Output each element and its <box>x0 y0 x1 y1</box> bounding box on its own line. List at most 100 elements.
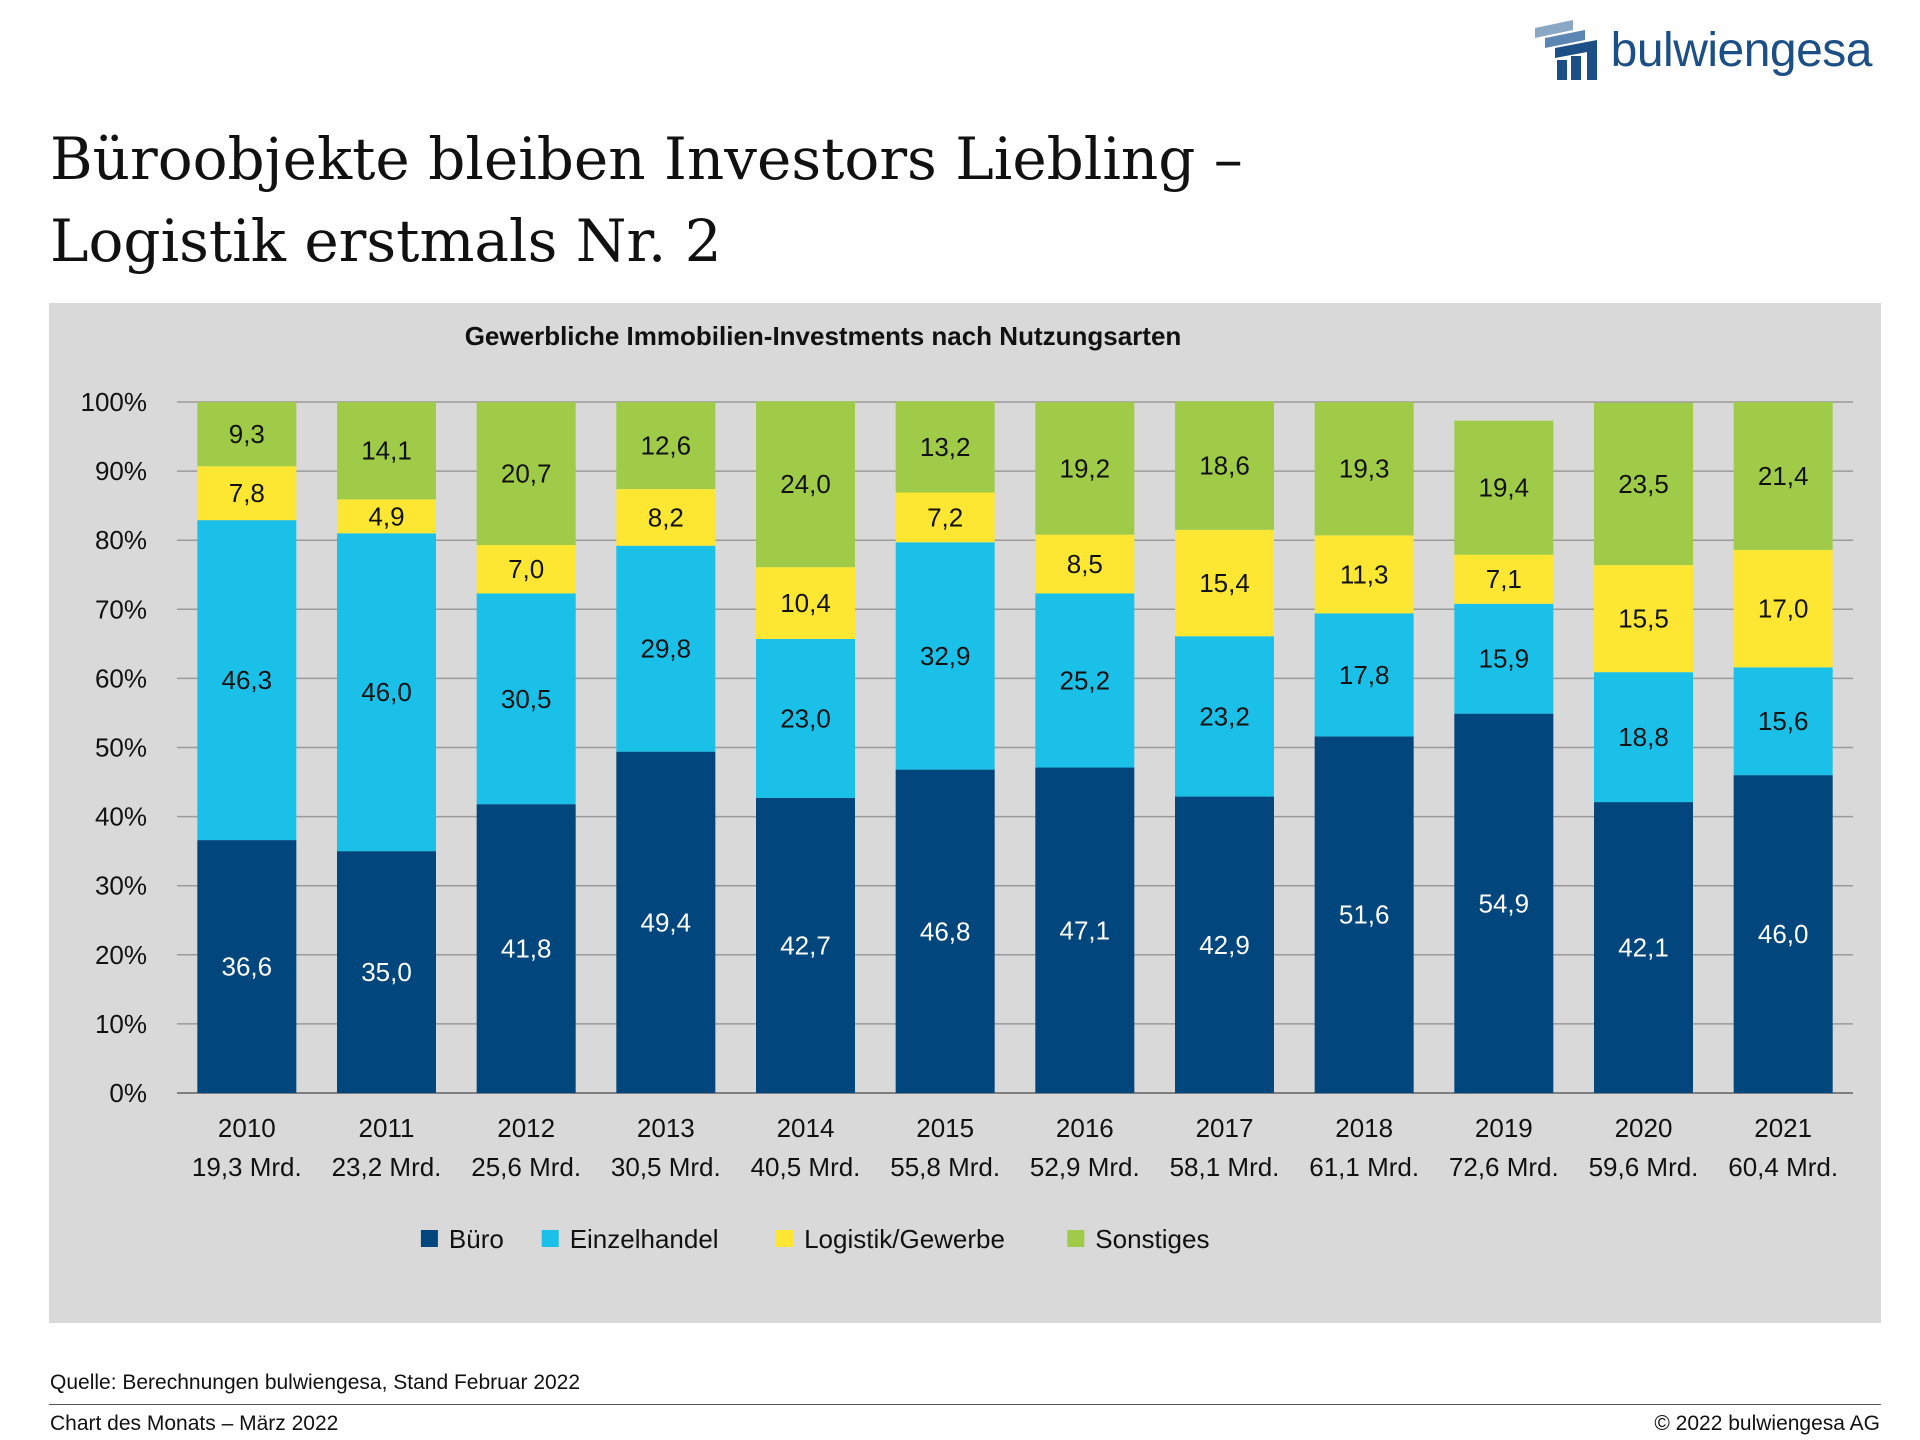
data-label: 15,5 <box>1618 604 1669 634</box>
y-tick-label: 60% <box>95 663 147 693</box>
data-label: 13,2 <box>920 432 971 462</box>
y-tick-label: 70% <box>95 594 147 624</box>
bar-segment <box>895 542 995 770</box>
x-tick-label: 2012 <box>497 1113 555 1143</box>
data-label: 15,6 <box>1758 706 1809 736</box>
footer-left: Chart des Monats – März 2022 <box>50 1412 339 1435</box>
data-label: 32,9 <box>920 641 971 671</box>
bar-segment <box>1035 534 1135 594</box>
bar-segment <box>1314 402 1414 536</box>
bar-segment <box>616 751 716 1093</box>
legend-swatch <box>420 1230 438 1247</box>
data-label: 17,8 <box>1339 660 1390 690</box>
x-tick-label: 2019 <box>1475 1113 1533 1143</box>
y-tick-label: 40% <box>95 802 147 832</box>
bar-segment <box>476 804 576 1093</box>
x-tick-label: 2016 <box>1056 1113 1114 1143</box>
bar-segment <box>1035 767 1135 1093</box>
x-tick-sublabel: 25,6 Mrd. <box>471 1152 581 1182</box>
data-label: 15,9 <box>1479 644 1530 674</box>
data-label: 23,5 <box>1618 469 1669 499</box>
bar-segment <box>197 520 297 841</box>
data-label: 42,1 <box>1618 933 1669 963</box>
data-label: 7,8 <box>229 478 265 508</box>
legend-swatch <box>541 1230 559 1247</box>
bar-segment <box>1594 802 1693 1093</box>
bar-segment <box>1594 672 1693 803</box>
bar-segment <box>337 851 436 1093</box>
brand-logo: bulwiengesa <box>1533 18 1873 82</box>
y-tick-label: 10% <box>95 1009 147 1039</box>
data-label: 17,0 <box>1758 594 1809 624</box>
chart-title: Gewerbliche Immobilien-Investments nach … <box>465 321 1182 351</box>
x-tick-sublabel: 30,5 Mrd. <box>611 1152 721 1182</box>
legend-swatch <box>776 1230 794 1247</box>
bar-segment <box>756 401 855 568</box>
source-note: Quelle: Berechnungen bulwiengesa, Stand … <box>50 1371 581 1394</box>
bar-segment <box>1454 420 1554 555</box>
y-tick-label: 100% <box>81 387 148 417</box>
y-tick-label: 50% <box>95 733 147 763</box>
legend-swatch <box>1067 1230 1085 1247</box>
chart-panel: Gewerbliche Immobilien-Investments nach … <box>49 303 1881 1323</box>
x-tick-sublabel: 55,8 Mrd. <box>890 1152 1000 1182</box>
x-tick-label: 2010 <box>218 1113 276 1143</box>
data-label: 7,0 <box>508 554 544 584</box>
data-label: 41,8 <box>501 934 552 964</box>
bar-segment <box>1733 775 1833 1093</box>
data-label: 30,5 <box>501 684 552 714</box>
data-label: 15,4 <box>1199 568 1250 598</box>
bar-segment <box>616 545 716 752</box>
x-tick-label: 2017 <box>1196 1113 1254 1143</box>
y-tick-label: 80% <box>95 525 147 555</box>
data-label: 7,1 <box>1486 564 1522 594</box>
x-tick-label: 2021 <box>1754 1113 1812 1143</box>
legend-label: Büro <box>449 1224 504 1254</box>
bar-segment <box>476 545 576 594</box>
x-tick-label: 2013 <box>637 1113 695 1143</box>
x-tick-sublabel: 52,9 Mrd. <box>1030 1152 1140 1182</box>
bar-segment <box>197 466 297 521</box>
bar-segment <box>476 402 576 546</box>
bar-segment <box>1454 713 1554 1093</box>
x-tick-label: 2018 <box>1335 1113 1393 1143</box>
data-label: 21,4 <box>1758 461 1809 491</box>
data-label: 42,7 <box>780 930 831 960</box>
data-label: 25,2 <box>1060 665 1111 695</box>
data-label: 51,6 <box>1339 900 1390 930</box>
data-label: 19,4 <box>1479 473 1530 503</box>
bar-segment <box>616 489 716 546</box>
bar-segment <box>1314 535 1414 614</box>
x-tick-sublabel: 59,6 Mrd. <box>1589 1152 1699 1182</box>
data-label: 47,1 <box>1060 915 1111 945</box>
data-label: 20,7 <box>501 459 552 489</box>
bar-segment <box>756 639 855 798</box>
bar-segment <box>197 840 297 1093</box>
bar-segment <box>1175 401 1274 530</box>
legend-label: Logistik/Gewerbe <box>804 1224 1005 1254</box>
bar-segment <box>1733 402 1833 550</box>
data-label: 7,2 <box>927 502 963 532</box>
stacked-bar-chart: Gewerbliche Immobilien-Investments nach … <box>81 321 1853 1254</box>
data-label: 42,9 <box>1199 930 1250 960</box>
data-label: 12,6 <box>641 431 692 461</box>
page-title-line-2: Logistik erstmals Nr. 2 <box>50 207 722 275</box>
bar-segment <box>337 402 436 500</box>
bar-segment <box>1454 603 1554 714</box>
y-tick-label: 90% <box>95 456 147 486</box>
page-title-line-1: Büroobjekte bleiben Investors Liebling – <box>50 125 1243 193</box>
data-label: 46,3 <box>222 665 273 695</box>
bar-segment <box>756 567 855 640</box>
y-tick-label: 30% <box>95 871 147 901</box>
bar-segment <box>1175 636 1274 797</box>
data-label: 23,0 <box>780 703 831 733</box>
legend-label: Sonstiges <box>1095 1224 1209 1254</box>
x-tick-label: 2014 <box>777 1113 835 1143</box>
data-label: 11,3 <box>1340 559 1389 589</box>
data-label: 4,9 <box>368 501 404 531</box>
data-label: 24,0 <box>780 469 831 499</box>
bar-segment <box>476 593 576 805</box>
bar-segment <box>337 499 436 534</box>
bar-segment <box>1733 549 1833 668</box>
bar-segment <box>1035 402 1135 535</box>
